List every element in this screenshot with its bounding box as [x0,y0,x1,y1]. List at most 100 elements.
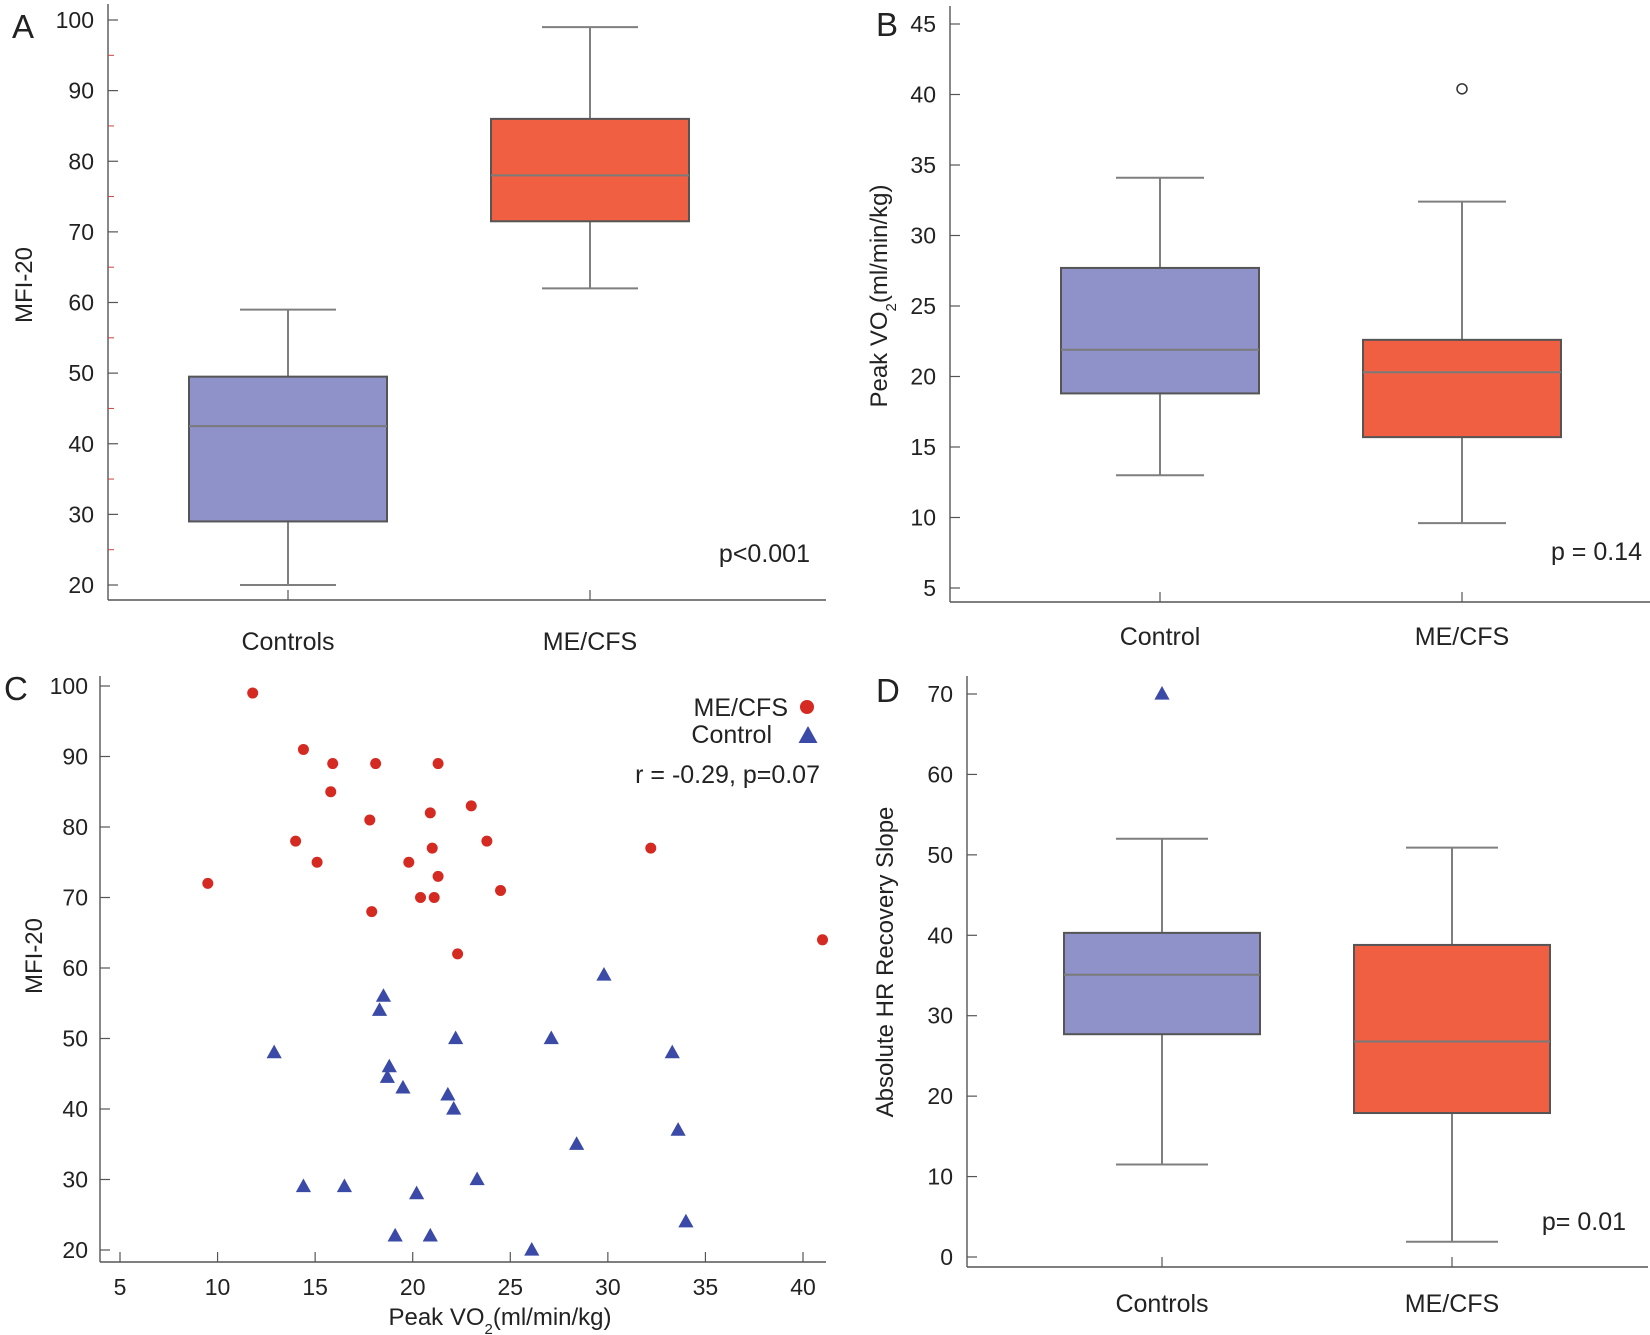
panel-c-y-tick-label: 20 [62,1237,88,1263]
panel-c-point-control [371,1002,388,1016]
panel-a-y-tick-label: 20 [68,572,94,598]
panel-b-box-mecfs [1362,338,1562,439]
panel-a-letter: A [12,8,34,45]
panel-c-point-mecfs [370,758,382,770]
panel-c-y-tick-label: 90 [62,744,88,770]
panel-d-y-tick-label: 30 [927,1003,953,1029]
panel-c-point-mecfs [432,758,444,770]
panel-c-point-mecfs [325,786,337,798]
panel-c-x-tick-label: 25 [497,1274,523,1300]
panel-c-point-control [596,967,612,981]
panel-c-point-mecfs [247,687,259,699]
panel-c-y-tick-label: 30 [62,1167,88,1193]
panel-c-point-mecfs [481,835,493,847]
panel-a-box-control [188,375,388,523]
panel-d-y-tick-label: 20 [927,1083,953,1109]
panel-c-y-axis-title: MFI-20 [21,918,48,994]
panel-c-x-tick-label: 20 [400,1274,426,1300]
panel-c-y-tick-label: 50 [62,1026,88,1052]
panel-c-point-mecfs [465,800,477,812]
panel-d-y-tick-label: 40 [927,922,953,948]
panel-b-y-tick-label: 45 [910,11,936,37]
panel-c-point-control [664,1044,680,1059]
panel-c-point-mecfs [426,842,438,854]
panel-c-point-mecfs [817,934,829,946]
panel-d-outlier-control [1154,686,1170,700]
panel-c-x-tick-label: 15 [302,1274,328,1300]
panel-a-category-label-control: Controls [241,628,334,656]
panel-c-x-tick-label: 40 [790,1274,816,1300]
panel-d-y-tick-label: 0 [940,1244,953,1270]
panel-b-y-tick-label: 30 [910,223,936,249]
panel-c-legend-label-control: Control [691,721,772,749]
panel-c-annotation: r = -0.29, p=0.07 [635,761,820,789]
panel-a-category-label-mecfs: ME/CFS [543,628,637,656]
panel-c-point-mecfs [327,758,339,770]
panel-a-y-tick-label: 60 [68,290,94,316]
panel-a-y-tick-label: 50 [68,360,94,386]
panel-d-y-tick-label: 10 [927,1164,953,1190]
panel-b-y-tick-label: 40 [910,82,936,108]
panel-a-y-tick-label: 100 [56,7,94,33]
panel-c-x-tick-label: 5 [114,1274,127,1300]
panel-c-y-tick-label: 40 [62,1096,88,1122]
panel-c-point-mecfs [364,814,376,826]
panel-c-point-mecfs [290,835,302,847]
panel-d-y-tick-label: 60 [927,761,953,787]
panel-b-category-label-mecfs: ME/CFS [1415,623,1509,651]
panel-c-point-control [670,1122,686,1136]
panel-c-scatter: C 20 30 40 50 60 70 80 90 100 5 10 15 20 25 30 35 40 MFI-… [4,670,829,1335]
panel-d-box-control [1063,931,1261,1036]
panel-b-y-tick-label: 35 [910,152,936,178]
panel-c-point-control [295,1178,312,1193]
panel-c-point-mecfs [432,870,444,882]
panel-c-point-control [678,1213,694,1228]
panel-c-point-control [379,1069,395,1083]
panel-c-point-control [446,1101,462,1115]
panel-c-point-mecfs [403,856,415,868]
panel-b-box-control [1060,266,1260,395]
panel-b-category-label-control: Control [1120,623,1201,651]
panel-c-point-control [448,1030,464,1045]
panel-a-y-tick-label: 90 [68,78,94,104]
panel-c-point-control [266,1044,282,1059]
panel-c-point-control [336,1178,353,1193]
panel-c-point-mecfs [424,807,436,819]
panel-b-y-tick-label: 15 [910,434,936,460]
panel-c-point-control [395,1079,411,1094]
panel-d-category-label-mecfs: ME/CFS [1405,1290,1499,1318]
panel-b-y-tick-label: 5 [923,575,936,601]
panel-b-letter: B [876,6,898,43]
panel-c-point-control [469,1171,485,1186]
panel-d-boxplot: D 0 10 20 30 40 50 60 70 Absolute HR Recovery Sl… [872,672,1648,1318]
panel-b-boxplot: B 5 10 15 20 25 30 35 40 45 Peak VO2(ml/min/kg) Co… [866,6,1650,651]
panel-c-point-control [375,988,392,1002]
panel-b-p-value: p = 0.14 [1551,538,1642,566]
panel-c-point-control [440,1086,456,1101]
panel-b-y-tick-label: 25 [910,293,936,319]
panel-a-box-mecfs [490,117,690,223]
panel-d-y-axis-title: Absolute HR Recovery Slope [872,807,899,1118]
panel-c-point-control [387,1227,403,1242]
panel-c-point-control [543,1030,559,1045]
panel-c-legend-label-mecfs: ME/CFS [694,694,788,722]
panel-c-point-mecfs [311,856,323,868]
panel-c-point-mecfs [452,948,464,960]
panel-a-y-tick-label: 70 [68,219,94,245]
panel-d-y-tick-label: 50 [927,842,953,868]
panel-c-point-mecfs [366,906,378,918]
panel-c-point-mecfs [428,892,440,903]
panel-c-legend-marker-mecfs [800,700,814,714]
panel-c-point-control [524,1242,540,1256]
panel-c-point-control [569,1136,585,1150]
panel-a-y-tick-label: 40 [68,431,94,457]
panel-c-point-mecfs [297,743,309,755]
panel-c-x-tick-label: 10 [205,1274,231,1300]
panel-a-y-tick-label: 30 [68,501,94,527]
panel-c-point-mecfs [415,892,427,903]
panel-c-point-control [422,1227,438,1242]
panel-d-category-label-control: Controls [1115,1290,1208,1318]
panel-c-y-tick-label: 70 [62,885,88,911]
panel-b-outlier-mecfs [1456,83,1468,95]
